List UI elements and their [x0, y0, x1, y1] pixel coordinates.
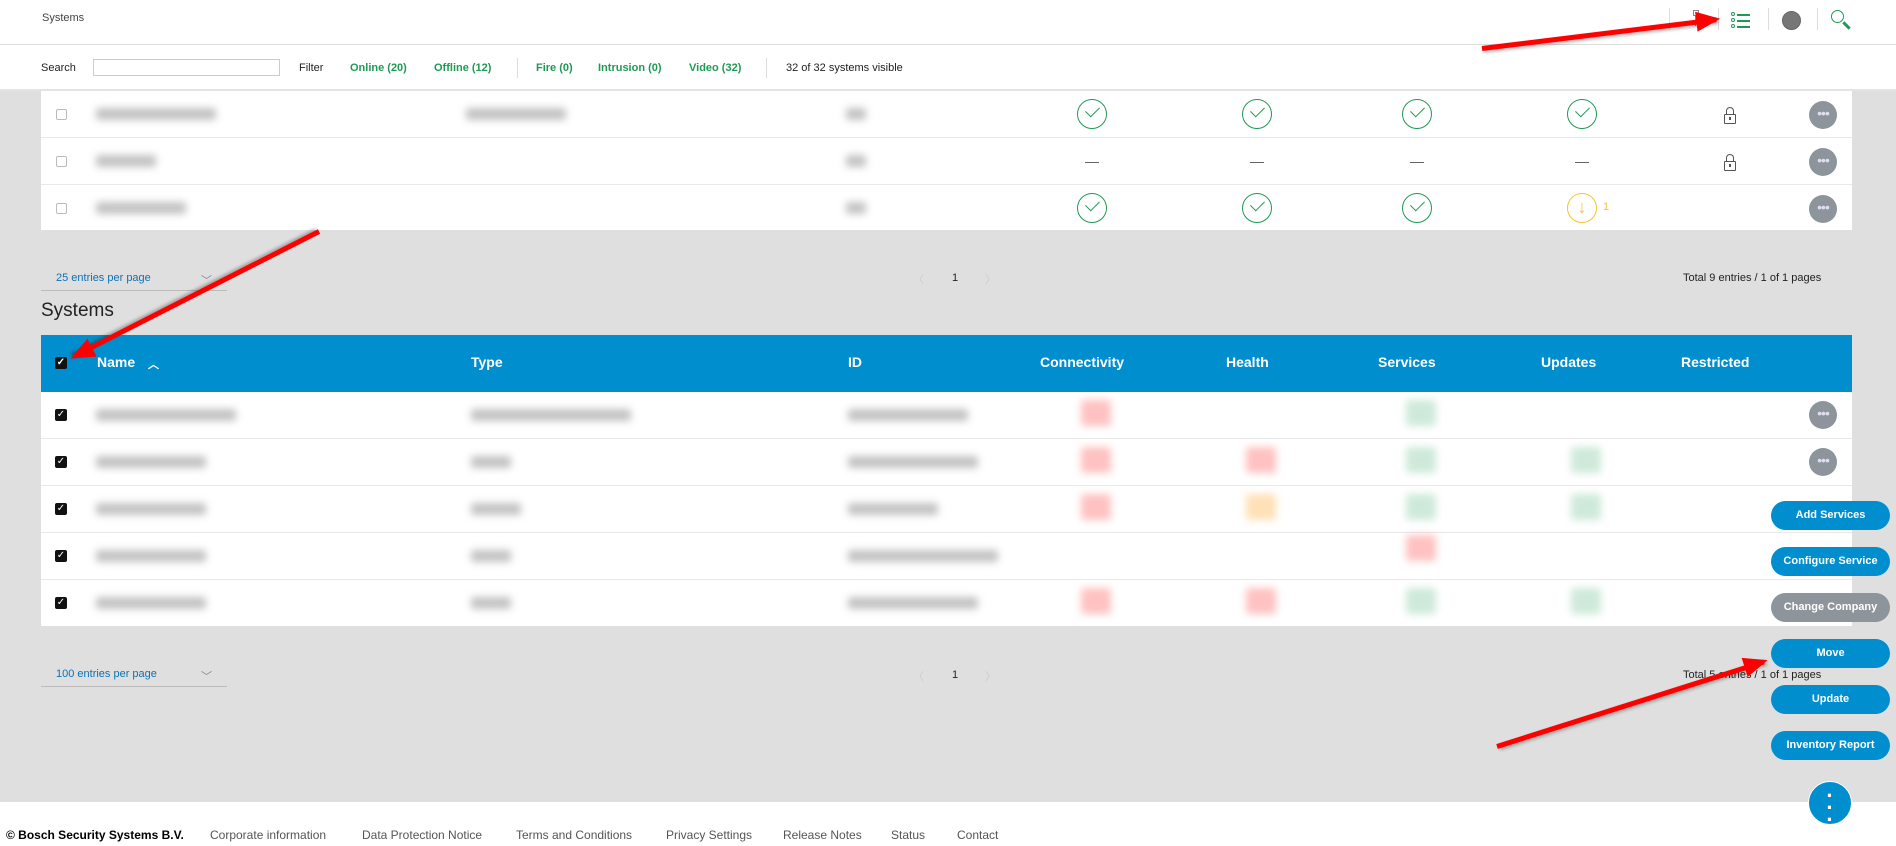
- row-checkbox[interactable]: ✓: [55, 503, 67, 515]
- annotation-arrow: [1496, 659, 1765, 749]
- more-button[interactable]: •••: [1809, 448, 1837, 476]
- footer-link[interactable]: Status: [891, 828, 926, 842]
- table-row[interactable]: ↓ 1 •••: [41, 185, 1852, 232]
- updates-ok-icon: [1567, 99, 1597, 129]
- prev-page-button[interactable]: 〈: [913, 671, 924, 683]
- footer-link[interactable]: Data Protection Notice: [362, 828, 483, 842]
- row-checkbox[interactable]: [56, 203, 67, 214]
- move-button[interactable]: Move: [1771, 639, 1890, 668]
- connectivity-ok-icon: [1077, 193, 1107, 223]
- filter-fire[interactable]: Fire (0): [536, 62, 573, 74]
- footer-link[interactable]: Release Notes: [783, 828, 862, 842]
- page-title: Systems: [42, 12, 85, 24]
- connectivity-ok-icon: [1077, 99, 1107, 129]
- copyright: © Bosch Security Systems B.V.: [6, 828, 184, 842]
- change-company-button[interactable]: Change Company: [1771, 593, 1890, 622]
- more-button[interactable]: •••: [1809, 401, 1837, 429]
- table-row[interactable]: ✓: [41, 486, 1852, 533]
- column-restricted[interactable]: Restricted: [1681, 354, 1750, 370]
- filter-offline[interactable]: Offline (12): [434, 62, 492, 74]
- globe-icon[interactable]: [1782, 11, 1801, 30]
- upper-table: ••• ••• ↓ 1 •••: [41, 91, 1852, 230]
- update-button[interactable]: Update: [1771, 685, 1890, 714]
- table-row[interactable]: ✓: [41, 533, 1852, 580]
- more-button[interactable]: •••: [1809, 148, 1837, 176]
- row-checkbox[interactable]: ✓: [55, 409, 67, 421]
- entries-per-page-select[interactable]: 25 entries per page ﹀: [41, 272, 227, 291]
- header: Systems: [0, 0, 1896, 45]
- more-button[interactable]: •••: [1809, 101, 1837, 129]
- row-checkbox[interactable]: ✓: [55, 550, 67, 562]
- table-row[interactable]: •••: [41, 91, 1852, 138]
- table-row[interactable]: •••: [41, 138, 1852, 185]
- systems-table: ✓ ••• ✓ ••• ✓ ✓ ✓: [41, 392, 1852, 626]
- page-number[interactable]: 1: [952, 669, 959, 681]
- filter-label: Filter: [299, 62, 324, 74]
- footer-link[interactable]: Contact: [957, 828, 999, 842]
- download-icon: ↓: [1567, 193, 1597, 223]
- dash-icon: [1410, 162, 1424, 163]
- filter-video[interactable]: Video (32): [689, 62, 742, 74]
- health-ok-icon: [1242, 193, 1272, 223]
- more-button[interactable]: •••: [1809, 195, 1837, 223]
- services-ok-icon: [1402, 193, 1432, 223]
- lock-icon: [1724, 154, 1736, 171]
- search-icon[interactable]: [1831, 10, 1851, 30]
- footer: © Bosch Security Systems B.V. Corporate …: [0, 802, 1896, 846]
- column-connectivity[interactable]: Connectivity: [1040, 354, 1125, 370]
- visible-count: 32 of 32 systems visible: [786, 62, 903, 74]
- column-type[interactable]: Type: [471, 354, 503, 370]
- row-checkbox[interactable]: [56, 156, 67, 167]
- footer-link[interactable]: Corporate information: [210, 828, 327, 842]
- table-row[interactable]: ✓: [41, 580, 1852, 627]
- row-checkbox[interactable]: ✓: [55, 597, 67, 609]
- entries-per-page-select[interactable]: 100 entries per page ﹀: [41, 668, 227, 687]
- kebab-menu-button[interactable]: · · ·: [1808, 781, 1852, 831]
- page-number[interactable]: 1: [952, 272, 959, 284]
- filter-intrusion[interactable]: Intrusion (0): [598, 62, 662, 74]
- column-services[interactable]: Services: [1378, 354, 1436, 370]
- column-health[interactable]: Health: [1226, 354, 1269, 370]
- total-entries: Total 9 entries / 1 of 1 pages: [1683, 272, 1822, 284]
- column-id[interactable]: ID: [848, 354, 862, 370]
- select-all-checkbox[interactable]: ✓: [55, 357, 67, 369]
- search-input[interactable]: [93, 59, 280, 76]
- list-icon[interactable]: [1731, 12, 1751, 28]
- add-services-button[interactable]: Add Services: [1771, 501, 1890, 530]
- footer-link[interactable]: Privacy Settings: [666, 828, 753, 842]
- next-page-button[interactable]: 〉: [985, 671, 996, 683]
- next-page-button[interactable]: 〉: [985, 274, 996, 286]
- dash-icon: [1575, 162, 1589, 163]
- row-checkbox[interactable]: [56, 109, 67, 120]
- inventory-report-button[interactable]: Inventory Report: [1771, 731, 1890, 760]
- column-updates[interactable]: Updates: [1541, 354, 1597, 370]
- table-row[interactable]: ✓ •••: [41, 439, 1852, 486]
- dash-icon: [1250, 162, 1264, 163]
- table-row[interactable]: ✓ •••: [41, 392, 1852, 439]
- lock-icon: [1724, 107, 1736, 124]
- search-label: Search: [41, 62, 76, 74]
- health-ok-icon: [1242, 99, 1272, 129]
- row-checkbox[interactable]: ✓: [55, 456, 67, 468]
- filter-online[interactable]: Online (20): [350, 62, 407, 74]
- footer-link[interactable]: Terms and Conditions: [516, 828, 633, 842]
- prev-page-button[interactable]: 〈: [913, 274, 924, 286]
- filter-bar: Search Filter Online (20) Offline (12) F…: [0, 45, 1896, 91]
- updates-count: 1: [1603, 201, 1610, 213]
- sort-asc-icon[interactable]: ︿: [148, 359, 159, 371]
- services-ok-icon: [1402, 99, 1432, 129]
- table-header: ✓ Name ︿ Type ID Connectivity Health Ser…: [41, 335, 1852, 392]
- section-title: Systems: [41, 300, 114, 321]
- column-name[interactable]: Name: [97, 354, 136, 370]
- dash-icon: [1085, 162, 1099, 163]
- configure-service-button[interactable]: Configure Service: [1771, 547, 1890, 576]
